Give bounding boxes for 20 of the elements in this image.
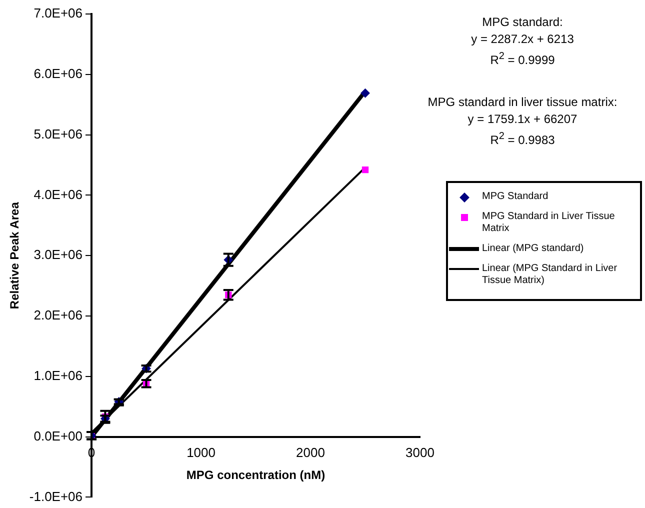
text: MPG standard in liver tissue matrix: y = 1759.1x + 66207 R$^{2}$ = 0.9983 (426, 94, 618, 149)
x-tick-label: 2000 (296, 445, 325, 460)
y-tick-label: 2.0E+06 (34, 308, 83, 323)
legend-label: MPG Standard in Liver Tissue Matrix (482, 211, 616, 235)
legend-label: Linear (MPG standard) (482, 243, 584, 255)
y-tick-label: 7.0E+06 (34, 6, 83, 21)
y-tick-label: 3.0E+06 (34, 247, 83, 262)
y-tick-label: 1.0E+06 (34, 368, 83, 383)
x-axis-title: MPG concentration (nM) (186, 468, 326, 482)
legend-label: MPG Standard (482, 191, 548, 203)
y-tick-label: -1.0E+06 (29, 488, 83, 504)
text: MPG standard: y = 2287.2x + 6213 R$^{2}$ = 0.9999 (470, 14, 575, 69)
y-tick-label: 4.0E+06 (34, 186, 83, 202)
y-axis-title: Relative Peak Area (8, 202, 22, 310)
legend-label: Linear (MPG Standard in Liver Tissue Matrix) (482, 263, 618, 287)
y-tick-label: 6.0E+06 (34, 66, 83, 81)
y-tick-label: 0.0E+00 (34, 428, 83, 444)
x-tick-label: 1000 (186, 445, 216, 460)
y-tick-label: 5.0E+06 (34, 126, 83, 142)
x-tick-label: 3000 (406, 445, 434, 460)
